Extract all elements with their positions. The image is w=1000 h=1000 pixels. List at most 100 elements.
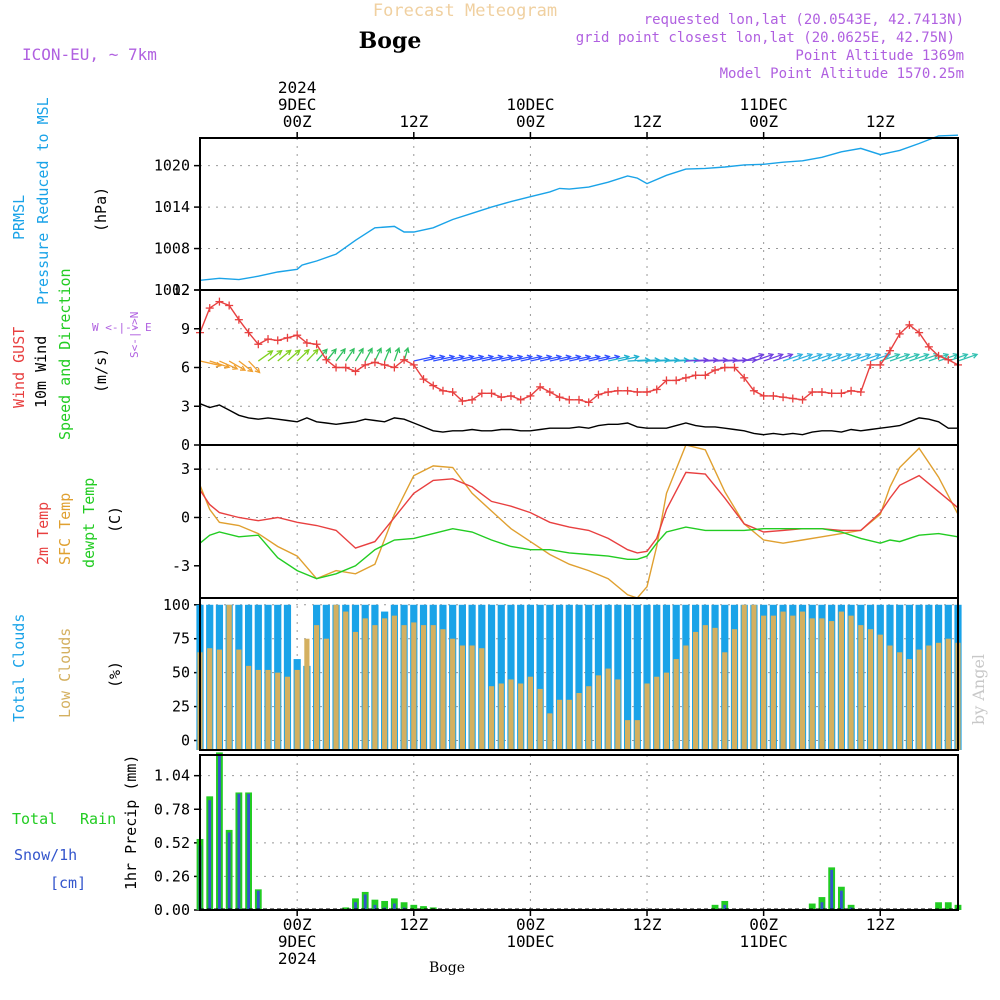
gust-marker	[808, 388, 817, 397]
clouds-unit: (%)	[106, 661, 124, 688]
total-cloud-bar	[507, 604, 515, 750]
low-cloud-bar	[537, 688, 543, 750]
wind-direction-arrow	[792, 352, 814, 362]
top-axis-label: 00Z	[283, 112, 312, 131]
wind-arrow-shaft	[831, 353, 851, 362]
low-cloud-bar	[450, 638, 456, 750]
sfc-temp-label: SFC Temp	[56, 493, 74, 565]
wind-direction-arrow	[325, 348, 337, 362]
low-cloud-bar	[731, 629, 738, 750]
gust-marker	[458, 397, 467, 406]
wind-direction-arrow	[802, 352, 823, 362]
rain-bar	[410, 904, 418, 910]
pressure-border	[199, 137, 959, 291]
gust-marker	[536, 382, 545, 391]
low-cloud-bar	[829, 621, 835, 750]
total-cloud-bar	[555, 604, 564, 750]
wind-arrow-head	[403, 346, 410, 354]
wind-direction-arrow	[277, 349, 292, 362]
top-axis-label: 12Z	[633, 112, 662, 131]
low-cloud-bar	[916, 649, 922, 750]
wind-arrow-shaft	[296, 349, 310, 362]
panel-plots: 1002 1008 1014 1020 0 3 6 9 12 -3 0 3 0 25 50 75 100 0.00…	[154, 134, 979, 919]
gust-marker	[468, 395, 477, 404]
wind-arrow-shaft	[588, 355, 610, 362]
wind-arrow-shaft	[899, 353, 919, 362]
low-cloud-bar	[877, 634, 883, 750]
pressure-ytick-label: 1020	[154, 157, 190, 175]
wind-ytick-label: 3	[181, 397, 190, 415]
gust-marker	[827, 389, 836, 398]
wind-arrow-head	[267, 350, 274, 356]
gust-marker	[798, 395, 807, 404]
precip-ytick-label: 0.78	[154, 800, 190, 818]
gust-marker	[924, 342, 933, 351]
gust-marker	[662, 376, 671, 385]
total-cloud-bar	[633, 604, 641, 750]
bottom-axis-label: 11DEC	[740, 932, 788, 951]
gust-marker	[332, 363, 341, 372]
top-axis-label: 00Z	[516, 112, 545, 131]
low-cloud-bar	[897, 652, 903, 750]
gust-marker	[575, 395, 583, 404]
low-cloud-bar	[488, 686, 495, 750]
wind-arrow-shaft	[248, 360, 261, 373]
gust-marker	[283, 333, 292, 342]
snow-bar	[256, 890, 260, 910]
clouds-ytick-label: 75	[172, 630, 190, 648]
low-cloud-bar	[722, 652, 728, 750]
wind-direction-arrow	[248, 360, 261, 374]
rain-bar	[847, 904, 855, 910]
gust-marker	[205, 304, 214, 313]
low-cloud-bar	[848, 615, 854, 750]
wind-arrow-head	[826, 352, 833, 359]
wind-arrow-shaft	[530, 355, 552, 362]
prmsl-label: PRMSL	[10, 195, 28, 240]
snow-bar	[354, 902, 357, 910]
gust-marker	[740, 373, 749, 382]
low-cloud-bar	[508, 679, 514, 750]
gust-marker	[400, 355, 409, 364]
gust-marker	[351, 367, 360, 376]
low-cloud-bar	[712, 627, 718, 750]
snow-bar	[247, 793, 250, 910]
gust-marker	[215, 297, 224, 306]
gust-marker	[613, 386, 622, 395]
low-cloud-bar	[459, 645, 465, 750]
wind-arrow-head	[787, 352, 794, 359]
wind-direction-arrow	[782, 352, 804, 362]
total-cloud-bar	[546, 604, 554, 750]
gust-marker	[769, 391, 778, 400]
low-cloud-bar	[809, 618, 815, 750]
wind-arrow-head	[254, 367, 261, 374]
wind-arrow-shaft	[501, 355, 523, 362]
gust-marker	[555, 393, 564, 402]
gust-marker	[847, 386, 856, 395]
low-cloud-bar	[411, 622, 417, 750]
credit-watermark: by Angel	[969, 654, 988, 725]
wind-arrow-head	[239, 365, 247, 371]
wind-arrow-shaft	[617, 355, 639, 362]
low-cloud-bar	[858, 625, 864, 750]
bottom-axis-label: 12Z	[866, 915, 895, 934]
precip-ytick-label: 0.26	[154, 867, 190, 885]
bottom-axis-label: 12Z	[399, 915, 428, 934]
wind-arrow-head	[394, 346, 401, 354]
precip-cm-label: [cm]	[50, 874, 86, 892]
wind-arrow-shaft	[792, 353, 813, 362]
gust-marker	[856, 388, 865, 397]
gust-marker	[711, 366, 720, 375]
wind-arrow-shaft	[384, 347, 391, 362]
gust-marker	[516, 395, 525, 404]
wind-arrow-shaft	[773, 353, 793, 362]
gust-marker	[448, 388, 457, 397]
wind-arrow-head	[232, 364, 239, 370]
low-cloud-bar	[605, 668, 611, 750]
low-cloud-bar	[333, 604, 339, 750]
temp-ytick-label: -3	[172, 557, 190, 575]
wind-direction-arrow	[306, 348, 319, 362]
gust-marker	[594, 390, 603, 399]
